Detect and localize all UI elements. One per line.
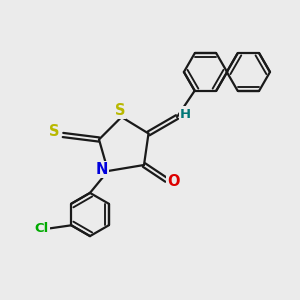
Text: Cl: Cl [35, 222, 49, 235]
Text: O: O [167, 174, 179, 189]
Text: S: S [49, 124, 59, 140]
Text: H: H [180, 107, 191, 121]
Text: S: S [115, 103, 125, 118]
Text: N: N [95, 162, 108, 177]
